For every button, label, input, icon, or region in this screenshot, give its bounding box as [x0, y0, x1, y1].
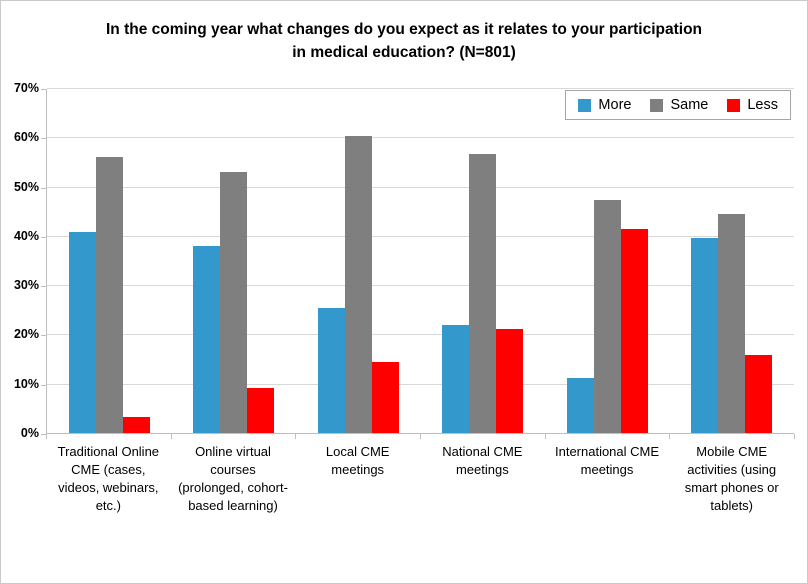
bar-same-0 — [95, 157, 123, 433]
legend: More Same Less — [565, 90, 791, 120]
gridline — [47, 88, 794, 89]
y-axis-tick — [41, 236, 46, 238]
x-axis-labels: Traditional Online CME (cases, videos, w… — [46, 443, 794, 515]
bar-less-1 — [247, 388, 275, 433]
legend-item-same: Same — [650, 97, 708, 113]
y-axis-tick — [41, 335, 46, 337]
legend-swatch-same — [650, 98, 664, 112]
y-axis-tick-label: 10% — [13, 376, 39, 391]
chart-title-line2: in medical education? (N=801) — [292, 44, 516, 62]
y-axis-tick — [41, 138, 46, 140]
x-axis-tick — [170, 434, 172, 439]
x-axis-category-label: International CME meetings — [554, 444, 660, 477]
x-axis-tick — [669, 434, 671, 439]
y-axis-tick-label: 70% — [13, 81, 39, 95]
bar-group — [421, 89, 546, 433]
bar-group — [172, 89, 297, 433]
bar-group — [545, 89, 670, 433]
y-axis-tick — [41, 286, 46, 288]
chart-title: In the coming year what changes do you e… — [1, 18, 807, 65]
bar-less-4 — [620, 228, 648, 433]
x-axis-category-label: Local CME meetings — [325, 444, 390, 477]
gridline — [47, 235, 794, 237]
x-axis-category-label: Traditional Online CME (cases, videos, w… — [57, 444, 160, 513]
y-axis-tick — [41, 187, 46, 189]
gridline — [47, 137, 794, 139]
bar-more-2 — [317, 308, 345, 433]
bar-group — [296, 89, 421, 433]
y-axis-tick — [41, 434, 46, 435]
legend-label: More — [598, 97, 632, 113]
x-axis-category-label: Mobile CME activities (using smart phone… — [684, 444, 779, 513]
x-axis-tick — [46, 434, 47, 439]
bar-less-5 — [745, 354, 773, 433]
x-axis-tick — [794, 434, 795, 439]
bar-group — [670, 89, 795, 433]
x-axis-tick — [544, 434, 546, 439]
x-axis-tick — [420, 434, 421, 439]
legend-item-more: More — [578, 97, 631, 113]
bar-same-3 — [469, 154, 497, 433]
bar-more-0 — [68, 231, 96, 433]
bar-same-1 — [220, 172, 248, 433]
legend-label: Less — [747, 97, 778, 113]
gridline — [47, 285, 794, 287]
bar-groups — [47, 89, 794, 433]
chart-title-line1: In the coming year what changes do you e… — [105, 21, 703, 38]
x-axis-tick — [295, 434, 297, 439]
bar-same-2 — [344, 136, 372, 433]
bar-more-3 — [442, 324, 470, 433]
legend-swatch-less — [727, 98, 741, 112]
bar-less-3 — [496, 328, 524, 433]
bar-less-0 — [122, 416, 150, 433]
legend-item-less: Less — [727, 97, 778, 113]
gridline — [47, 383, 794, 385]
bar-more-4 — [566, 377, 594, 433]
bar-group — [47, 89, 172, 433]
y-axis-tick-label: 40% — [13, 228, 39, 243]
y-axis-tick-label: 30% — [13, 278, 39, 293]
x-axis-category-label: Online virtual courses (prolonged, cohor… — [178, 444, 288, 513]
legend-swatch-more — [578, 98, 592, 112]
bar-more-5 — [691, 238, 719, 433]
bar-same-5 — [718, 214, 746, 433]
bar-more-1 — [193, 245, 221, 433]
y-axis-tick-label: 50% — [13, 179, 39, 194]
bar-same-4 — [593, 199, 621, 433]
y-axis-tick-label: 60% — [13, 130, 39, 145]
y-axis-tick-label: 20% — [13, 327, 39, 342]
y-axis-tick — [41, 384, 46, 386]
gridline — [47, 186, 794, 188]
plot-area — [46, 88, 794, 434]
bar-less-2 — [371, 362, 399, 433]
y-axis-labels: 0% 10% 20% 30% 40% 50% 60% 70% — [1, 81, 39, 440]
legend-label: Same — [670, 97, 709, 113]
y-axis-tick — [41, 89, 46, 90]
gridline — [47, 334, 794, 336]
x-axis-category-label: National CME meetings — [442, 444, 523, 477]
y-axis-tick-label: 0% — [20, 426, 39, 440]
